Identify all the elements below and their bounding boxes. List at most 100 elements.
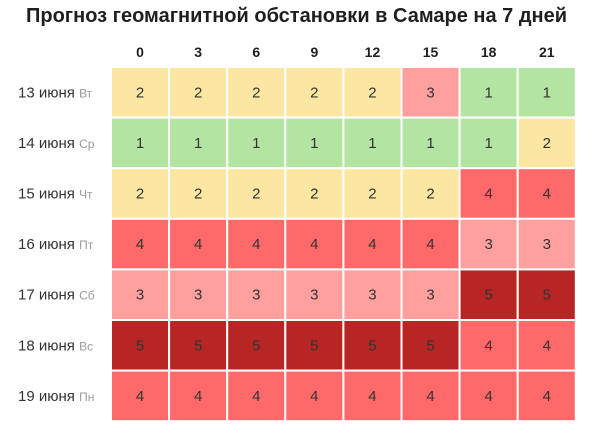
cell-value: 1 [194, 135, 202, 152]
cell-value: 4 [426, 236, 434, 253]
heatmap-cell [110, 116, 171, 170]
cell-value: 4 [543, 388, 551, 405]
heatmap-cell [226, 167, 287, 220]
heatmap-cell [226, 369, 287, 423]
cell-value: 4 [484, 388, 492, 405]
row-label: 13 июня Вт [18, 84, 93, 101]
row-label: 18 июня Вс [18, 337, 93, 354]
cell-value: 2 [310, 186, 318, 203]
cell-value: 2 [368, 186, 376, 203]
cell-value: 2 [543, 135, 551, 152]
cell-value: 4 [194, 236, 202, 253]
heatmap-cell [400, 369, 461, 423]
cell-value: 2 [252, 186, 260, 203]
column-header-9: 9 [310, 44, 318, 60]
row-date: 14 июня [18, 135, 79, 152]
cell-value: 4 [252, 388, 260, 405]
heatmap-cell [458, 268, 519, 321]
heatmap-cell [516, 66, 577, 119]
heatmap-cell [342, 369, 403, 423]
cell-value: 1 [484, 84, 492, 101]
column-header-15: 15 [423, 44, 439, 60]
cell-value: 4 [252, 236, 260, 253]
row-date: 17 июня [18, 287, 79, 304]
row-label: 16 июня Пт [18, 236, 94, 253]
cell-value: 3 [136, 287, 144, 304]
heatmap-cell [458, 116, 519, 170]
column-header-18: 18 [481, 44, 497, 60]
cell-value: 4 [368, 236, 376, 253]
cell-value: 2 [136, 84, 144, 101]
cell-value: 4 [368, 388, 376, 405]
heatmap-cell [110, 319, 171, 372]
heatmap-cell [516, 369, 577, 423]
cell-value: 2 [136, 186, 144, 203]
cell-value: 4 [484, 186, 492, 203]
chart-title: Прогноз геомагнитной обстановки в Самаре… [25, 5, 568, 27]
heatmap-cell [110, 217, 171, 271]
row-weekday: Вс [79, 339, 93, 353]
cell-value: 3 [426, 84, 434, 101]
cell-value: 4 [310, 388, 318, 405]
cell-value: 5 [543, 287, 551, 304]
row-label: 19 июня Пн [18, 388, 94, 405]
heatmap-cell [342, 217, 403, 271]
heatmap-cell [400, 116, 461, 170]
heatmap-cell [516, 217, 577, 271]
cell-value: 1 [426, 135, 434, 152]
cell-value: 4 [310, 236, 318, 253]
cell-value: 5 [194, 337, 202, 354]
cell-value: 4 [484, 337, 492, 354]
cell-value: 2 [310, 84, 318, 101]
heatmap-cell [516, 167, 577, 220]
row-label: 14 июня Ср [18, 135, 95, 152]
cell-value: 4 [136, 236, 144, 253]
column-header-12: 12 [365, 44, 381, 60]
column-header-21: 21 [539, 44, 555, 60]
cell-value: 4 [194, 388, 202, 405]
cell-value: 4 [543, 337, 551, 354]
cell-value: 3 [426, 287, 434, 304]
column-header-3: 3 [194, 44, 202, 60]
heatmap-cell [342, 268, 403, 321]
row-weekday: Чт [79, 188, 93, 202]
heatmap-cell [110, 268, 171, 321]
heatmap-cell [516, 268, 577, 321]
cell-value: 1 [310, 135, 318, 152]
cell-value: 5 [252, 337, 260, 354]
heatmap-cell [168, 167, 229, 220]
cell-value: 5 [368, 337, 376, 354]
cell-value: 3 [252, 287, 260, 304]
heatmap-cell [400, 66, 461, 119]
cell-value: 5 [484, 287, 492, 304]
row-date: 16 июня [18, 236, 79, 253]
column-header-0: 0 [136, 44, 144, 60]
cell-value: 5 [136, 337, 144, 354]
cell-value: 1 [368, 135, 376, 152]
heatmap-cell [458, 66, 519, 119]
heatmap-cell [284, 217, 345, 271]
cell-value: 2 [194, 186, 202, 203]
heatmap-cell [342, 116, 403, 170]
cell-value: 5 [310, 337, 318, 354]
cell-value: 1 [543, 84, 551, 101]
heatmap-cell [400, 319, 461, 372]
heatmap-cell [168, 369, 229, 423]
cell-value: 3 [543, 236, 551, 253]
cell-value: 1 [252, 135, 260, 152]
cell-value: 4 [426, 388, 434, 405]
row-weekday: Ср [79, 137, 95, 151]
cell-value: 1 [136, 135, 144, 152]
row-weekday: Вт [79, 86, 93, 100]
column-header-6: 6 [252, 44, 260, 60]
cell-value: 2 [252, 84, 260, 101]
heatmap-cell [226, 116, 287, 170]
cell-value: 4 [543, 186, 551, 203]
heatmap-cell [458, 369, 519, 423]
cell-value: 2 [368, 84, 376, 101]
heatmap-cell [168, 319, 229, 372]
row-date: 18 июня [18, 337, 79, 354]
cell-value: 4 [136, 388, 144, 405]
cell-value: 3 [194, 287, 202, 304]
heatmap-cell [226, 319, 287, 372]
